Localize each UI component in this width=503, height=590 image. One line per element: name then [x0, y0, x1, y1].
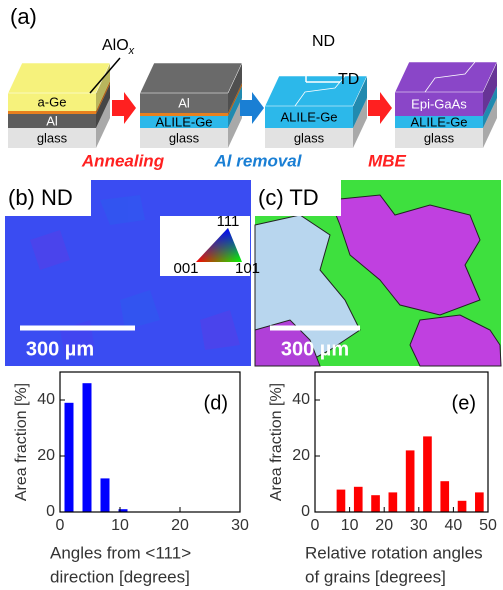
- bar: [83, 383, 92, 512]
- process-step: MBE: [368, 151, 406, 170]
- bar: [371, 495, 380, 512]
- chart-annotation: (e): [452, 392, 476, 414]
- x-tick-label: 50: [479, 517, 497, 534]
- x-tick-label: 10: [111, 517, 129, 534]
- x-axis-label: direction [degrees]: [50, 567, 190, 586]
- bar: [389, 492, 398, 512]
- x-tick-label: 0: [56, 517, 65, 534]
- process-arrow: [368, 92, 392, 124]
- layer-label: ALILE-Ge: [410, 114, 467, 129]
- y-tick-label: 0: [46, 503, 55, 520]
- figure: (a) (b) ND (c) TD 300 µm 300 µm 111 001 …: [0, 0, 503, 590]
- x-tick-label: 30: [231, 517, 249, 534]
- y-tick-label: 0: [301, 503, 310, 520]
- ipf-label: 001: [173, 260, 198, 277]
- layer-label: glass: [294, 130, 325, 145]
- layer: [8, 111, 96, 114]
- process-step: Al removal: [214, 151, 303, 170]
- bar: [423, 436, 432, 512]
- page: {"figure": { "panel_a": {"label": "(a)",…: [0, 0, 503, 590]
- x-axis-label: Angles from <111>: [50, 543, 191, 562]
- y-tick-label: 40: [37, 391, 55, 408]
- y-tick-label: 20: [292, 447, 310, 464]
- y-axis-label: Area fraction [%]: [13, 383, 30, 501]
- layer-label: Al: [178, 95, 190, 110]
- scale-label: 300 µm: [281, 338, 349, 360]
- x-tick-label: 20: [171, 517, 189, 534]
- ipf-label: 101: [235, 260, 260, 277]
- layer-top: [395, 62, 497, 92]
- y-axis-label: Area fraction [%]: [268, 383, 285, 501]
- layer-label: glass: [37, 130, 68, 145]
- chart-annotation: (d): [204, 392, 228, 414]
- bar: [65, 403, 74, 512]
- y-tick-label: 20: [37, 447, 55, 464]
- process-step: Annealing: [81, 151, 165, 170]
- layer-label: glass: [169, 130, 200, 145]
- bar: [475, 492, 484, 512]
- layer-label: ALILE-Ge: [280, 109, 337, 124]
- bar: [406, 450, 415, 512]
- y-tick-label: 40: [292, 391, 310, 408]
- axis-name: ND: [312, 33, 335, 50]
- layer-label: a-Ge: [38, 94, 67, 109]
- x-axis-label: Relative rotation angles: [305, 543, 483, 562]
- axis-name: TD: [338, 71, 359, 88]
- layer-label: ALILE-Ge: [155, 114, 212, 129]
- process-arrow: [240, 92, 264, 124]
- callout-text: AlO: [102, 37, 129, 54]
- panel-label: (c) TD: [258, 185, 319, 210]
- scale-label: 300 µm: [26, 338, 94, 360]
- layer: [140, 113, 228, 116]
- bar: [354, 487, 363, 512]
- panel-label: (b) ND: [8, 185, 73, 210]
- bar: [458, 501, 467, 512]
- ipf-label: 111: [217, 213, 240, 230]
- x-tick-label: 10: [341, 517, 359, 534]
- layer-top: [140, 63, 242, 93]
- x-tick-label: 20: [375, 517, 393, 534]
- x-tick-label: 30: [410, 517, 428, 534]
- bar: [440, 481, 449, 512]
- callout: AlOx: [102, 37, 135, 57]
- layer-label: Epi-GaAs: [411, 96, 467, 111]
- x-axis-label: of grains [degrees]: [305, 567, 446, 586]
- process-arrow: [112, 92, 136, 124]
- bar: [101, 478, 110, 512]
- layer-label: glass: [424, 130, 455, 145]
- x-tick-label: 0: [311, 517, 320, 534]
- bar: [337, 490, 346, 512]
- x-tick-label: 40: [445, 517, 463, 534]
- panel-label: (a): [10, 4, 37, 29]
- callout-subscript: x: [128, 45, 135, 57]
- layer-label: Al: [46, 113, 58, 128]
